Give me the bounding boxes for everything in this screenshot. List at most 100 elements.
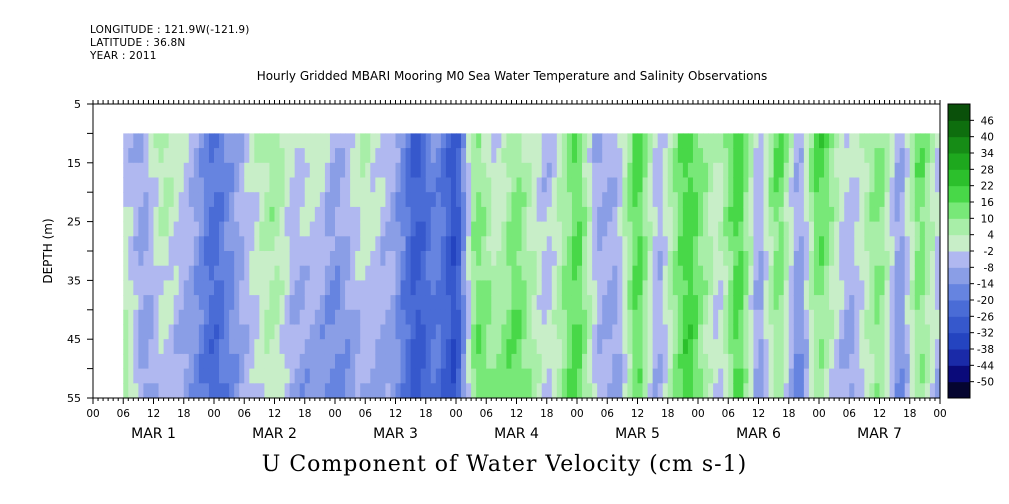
heatmap-cell: [934, 221, 941, 237]
heatmap-cell: [577, 148, 583, 164]
heatmap-cell: [733, 251, 739, 267]
heatmap-cell: [582, 295, 588, 311]
heatmap-cell: [335, 133, 341, 149]
heatmap-cell: [425, 162, 432, 179]
heatmap-cell: [743, 339, 750, 355]
heatmap-cell: [834, 295, 840, 311]
heatmap-cell: [269, 177, 276, 193]
heatmap-cell: [350, 295, 356, 311]
colorbar-swatch: [948, 120, 970, 138]
heatmap-cell: [314, 309, 321, 326]
heatmap-cell: [234, 192, 240, 208]
colorbar-swatch: [948, 267, 970, 285]
heatmap-cell: [652, 177, 659, 193]
heatmap-cell: [929, 265, 936, 281]
heatmap-cell: [803, 206, 810, 223]
heatmap-cell: [143, 221, 150, 237]
heatmap-cell: [909, 309, 916, 326]
heatmap-cell: [400, 309, 407, 326]
heatmap-cell: [577, 368, 583, 384]
heatmap-cell: [783, 177, 790, 193]
heatmap-cell: [637, 192, 644, 208]
heatmap-cell: [193, 177, 200, 193]
heatmap-cell: [461, 324, 467, 340]
heatmap-cell: [667, 295, 674, 311]
heatmap-cell: [647, 177, 654, 193]
heatmap-cell: [627, 339, 634, 355]
heatmap-cell: [561, 162, 568, 179]
heatmap-cell: [768, 265, 775, 281]
heatmap-cell: [249, 353, 255, 370]
heatmap-cell: [541, 221, 548, 237]
heatmap-cell: [234, 324, 240, 340]
heatmap-cell: [481, 368, 487, 384]
heatmap-cell: [390, 383, 397, 399]
heatmap-cell: [269, 353, 276, 370]
heatmap-cell: [834, 265, 840, 281]
heatmap-cell: [466, 177, 472, 193]
heatmap-cell: [692, 280, 699, 296]
heatmap-cell: [405, 148, 412, 164]
heatmap-cell: [597, 133, 603, 149]
heatmap-cell: [561, 177, 568, 193]
heatmap-cell: [274, 309, 281, 326]
heatmap-cell: [763, 251, 770, 267]
heatmap-cell: [798, 383, 805, 399]
heatmap-cell: [808, 251, 815, 267]
heatmap-cell: [234, 221, 240, 237]
x-hour-tick-label: 06: [480, 408, 494, 420]
heatmap-cell: [219, 280, 225, 296]
heatmap-cell: [637, 265, 644, 281]
heatmap-cell: [481, 221, 487, 237]
heatmap-cell: [899, 177, 906, 193]
heatmap-cell: [718, 383, 724, 399]
heatmap-cell: [808, 383, 815, 399]
heatmap-cell: [274, 383, 281, 399]
heatmap-cell: [889, 192, 896, 208]
heatmap-cell: [284, 177, 291, 193]
heatmap-cell: [163, 265, 170, 281]
heatmap-cell: [158, 133, 165, 149]
heatmap-cell: [450, 251, 457, 267]
x-hour-tick-label: 00: [933, 408, 946, 420]
heatmap-cell: [385, 280, 392, 296]
heatmap-cell: [768, 353, 775, 370]
x-hour-tick-label: 00: [328, 408, 341, 420]
heatmap-cell: [642, 206, 649, 223]
heatmap-cell: [229, 368, 235, 384]
heatmap-cell: [219, 295, 225, 311]
heatmap-cell: [677, 353, 684, 370]
heatmap-cell: [783, 251, 790, 267]
heatmap-cell: [531, 192, 538, 208]
heatmap-cell: [123, 383, 129, 399]
heatmap-cell: [521, 280, 528, 296]
heatmap-cell: [511, 251, 518, 267]
heatmap-cell: [571, 309, 578, 326]
colorbar-tick-label: 40: [981, 132, 994, 144]
heatmap-cell: [370, 236, 376, 252]
heatmap-cell: [698, 309, 704, 326]
heatmap-cell: [415, 383, 422, 399]
heatmap-cell: [506, 251, 513, 267]
heatmap-cell: [395, 251, 402, 267]
heatmap-cell: [738, 251, 744, 267]
heatmap-cell: [753, 265, 760, 281]
heatmap-cell: [561, 236, 568, 252]
heatmap-cell: [834, 383, 840, 399]
heatmap-cell: [128, 221, 134, 237]
heatmap-cell: [440, 368, 447, 384]
heatmap-cell: [138, 265, 145, 281]
x-hour-tick-label: 18: [298, 408, 311, 420]
heatmap-cell: [909, 236, 916, 252]
heatmap-cell: [133, 295, 139, 311]
heatmap-cell: [929, 324, 936, 340]
heatmap-cell: [662, 192, 669, 208]
heatmap-cell: [163, 133, 170, 149]
heatmap-cell: [476, 148, 482, 164]
heatmap-cell: [627, 251, 634, 267]
heatmap-cell: [203, 383, 210, 399]
heatmap-cell: [466, 192, 472, 208]
x-hour-tick-label: 00: [812, 408, 825, 420]
heatmap-cell: [929, 280, 936, 296]
heatmap-cell: [329, 265, 336, 281]
